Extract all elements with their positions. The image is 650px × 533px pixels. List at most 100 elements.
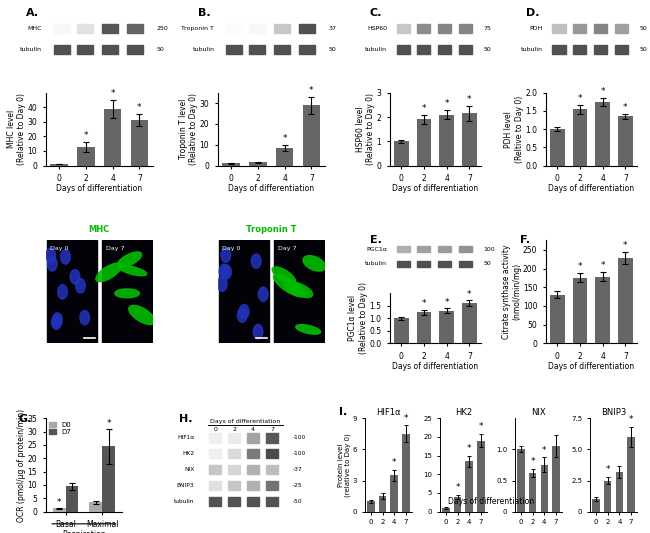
Bar bbox=[218, 240, 268, 343]
Bar bbox=[459, 24, 473, 33]
Text: Troponin T: Troponin T bbox=[181, 26, 214, 31]
Bar bbox=[529, 473, 536, 512]
Text: G.: G. bbox=[19, 414, 32, 424]
Bar bbox=[131, 120, 148, 166]
Text: -100: -100 bbox=[293, 435, 306, 440]
Text: Respiration: Respiration bbox=[62, 530, 106, 533]
Bar bbox=[299, 24, 315, 33]
Ellipse shape bbox=[119, 265, 147, 276]
Text: A.: A. bbox=[26, 8, 39, 18]
Bar bbox=[592, 499, 600, 512]
Text: *: * bbox=[623, 241, 628, 250]
Ellipse shape bbox=[47, 256, 57, 271]
Ellipse shape bbox=[115, 289, 139, 298]
Ellipse shape bbox=[96, 263, 122, 281]
Text: tubulin: tubulin bbox=[174, 499, 194, 504]
Bar bbox=[249, 163, 266, 166]
Bar bbox=[51, 164, 68, 166]
Bar bbox=[247, 465, 259, 474]
Bar bbox=[77, 45, 94, 54]
Text: tubulin: tubulin bbox=[20, 47, 42, 52]
Text: *: * bbox=[530, 457, 535, 466]
Bar bbox=[209, 449, 222, 458]
Bar bbox=[550, 129, 565, 166]
Title: NIX: NIX bbox=[531, 408, 546, 417]
Bar bbox=[222, 164, 240, 166]
Bar bbox=[102, 45, 118, 54]
Text: Day 0: Day 0 bbox=[222, 246, 240, 251]
Bar bbox=[250, 24, 265, 33]
Text: *: * bbox=[601, 261, 605, 270]
Bar bbox=[615, 45, 629, 54]
Text: tubulin: tubulin bbox=[521, 47, 543, 52]
Text: *: * bbox=[422, 104, 426, 113]
Text: 50: 50 bbox=[640, 47, 647, 52]
Bar bbox=[593, 24, 607, 33]
Ellipse shape bbox=[252, 254, 261, 268]
Text: tubulin: tubulin bbox=[365, 47, 387, 52]
Bar bbox=[627, 437, 635, 512]
Legend: D0, D7: D0, D7 bbox=[49, 422, 72, 435]
Text: -50: -50 bbox=[293, 499, 302, 504]
Ellipse shape bbox=[303, 256, 326, 271]
Text: *: * bbox=[309, 86, 314, 95]
X-axis label: Days of differentiation: Days of differentiation bbox=[56, 184, 142, 193]
Ellipse shape bbox=[53, 313, 62, 327]
Text: 50: 50 bbox=[484, 261, 491, 266]
Text: *: * bbox=[629, 415, 633, 424]
Bar bbox=[396, 246, 410, 252]
Bar bbox=[47, 240, 97, 343]
Bar bbox=[226, 24, 242, 33]
Text: Days of differentiation: Days of differentiation bbox=[448, 497, 534, 506]
Bar bbox=[477, 441, 485, 512]
Text: E.: E. bbox=[370, 235, 382, 245]
Text: 4: 4 bbox=[251, 426, 255, 432]
Bar bbox=[53, 24, 70, 33]
Bar bbox=[462, 303, 477, 343]
Text: PDH: PDH bbox=[530, 26, 543, 31]
Ellipse shape bbox=[274, 274, 305, 297]
Text: 0: 0 bbox=[213, 426, 217, 432]
Bar bbox=[437, 45, 451, 54]
Bar bbox=[618, 116, 633, 166]
Bar bbox=[391, 475, 398, 512]
Bar bbox=[417, 45, 430, 54]
Bar bbox=[228, 433, 240, 442]
Bar bbox=[552, 24, 566, 33]
Text: *: * bbox=[578, 94, 582, 103]
Bar bbox=[615, 24, 629, 33]
Ellipse shape bbox=[70, 270, 80, 284]
Bar bbox=[102, 240, 152, 343]
Bar bbox=[552, 45, 566, 54]
Text: Days of differentiation: Days of differentiation bbox=[211, 419, 281, 424]
Text: HIF1α: HIF1α bbox=[177, 435, 194, 440]
Text: *: * bbox=[623, 103, 628, 112]
Bar bbox=[573, 24, 586, 33]
Bar bbox=[276, 148, 293, 166]
Text: *: * bbox=[404, 414, 408, 423]
Bar bbox=[247, 497, 259, 506]
Bar bbox=[437, 261, 451, 267]
Bar bbox=[442, 508, 450, 512]
Ellipse shape bbox=[80, 310, 90, 325]
Bar bbox=[396, 45, 410, 54]
Text: Day 7: Day 7 bbox=[106, 246, 125, 251]
Bar bbox=[595, 277, 610, 343]
Bar bbox=[604, 481, 612, 512]
Bar bbox=[454, 497, 462, 512]
Bar bbox=[550, 295, 565, 343]
Text: *: * bbox=[137, 103, 142, 112]
Text: Day 7: Day 7 bbox=[278, 246, 297, 251]
Text: 50: 50 bbox=[156, 47, 164, 52]
Bar bbox=[209, 481, 222, 490]
Bar bbox=[209, 433, 222, 442]
Y-axis label: Protein level
(relative to Day 0): Protein level (relative to Day 0) bbox=[338, 433, 352, 497]
Bar bbox=[228, 449, 240, 458]
Bar bbox=[459, 45, 473, 54]
Bar bbox=[459, 261, 473, 267]
Text: C.: C. bbox=[370, 8, 382, 18]
Text: *: * bbox=[283, 134, 287, 143]
Bar bbox=[439, 311, 454, 343]
Text: *: * bbox=[107, 419, 111, 428]
Bar bbox=[417, 24, 430, 33]
